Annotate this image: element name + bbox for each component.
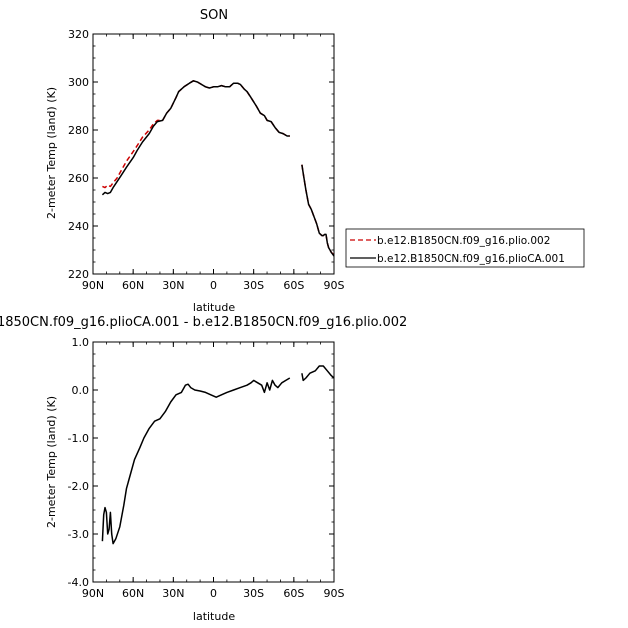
top-y-axis-label: 2-meter Temp (land) (K)	[45, 87, 58, 219]
top-y-tick-label: 260	[68, 172, 89, 185]
bottom-series-0-line-segment-0	[101, 377, 291, 545]
top-chart-title: SON	[200, 8, 228, 23]
bottom-x-tick-label: 30N	[162, 587, 184, 600]
top-x-axis-label: latitude	[193, 301, 235, 314]
bottom-x-tick-label: 60S	[283, 587, 304, 600]
legend-box	[345, 228, 585, 268]
bottom-x-tick-label: 30S	[243, 587, 264, 600]
top-plot-frame	[92, 33, 335, 275]
bottom-panel: b.e12.B1850CN.f09_g16.plioCA.001 - b.e12…	[0, 315, 407, 623]
bottom-y-tick-label: 0.0	[72, 384, 90, 397]
top-series-1-line-segment-1	[301, 164, 335, 257]
top-x-tick-label: 30N	[162, 279, 184, 292]
bottom-x-tick-label: 0	[210, 587, 217, 600]
bottom-x-axis-label: latitude	[193, 610, 235, 623]
top-x-tick-label: 90N	[82, 279, 104, 292]
bottom-y-tick-label: -3.0	[68, 528, 89, 541]
bottom-x-tick-label: 60N	[122, 587, 144, 600]
top-y-tick-label: 320	[68, 28, 89, 41]
bottom-y-tick-label: -4.0	[68, 576, 89, 589]
bottom-x-tick-label: 90S	[324, 587, 345, 600]
top-series-1-line-segment-0	[101, 80, 290, 196]
top-x-tick-label: 30S	[243, 279, 264, 292]
bottom-series-0-line-segment-1	[301, 365, 335, 382]
top-y-tick-label: 240	[68, 220, 89, 233]
top-x-tick-label: 90S	[324, 279, 345, 292]
top-y-tick-label: 280	[68, 124, 89, 137]
bottom-plot-frame	[92, 341, 335, 583]
bottom-y-axis-label: 2-meter Temp (land) (K)	[45, 396, 58, 528]
top-y-tick-label: 300	[68, 76, 89, 89]
bottom-y-tick-label: 1.0	[72, 336, 90, 349]
top-x-tick-label: 0	[210, 279, 217, 292]
bottom-chart-title: b.e12.B1850CN.f09_g16.plioCA.001 - b.e12…	[0, 315, 407, 330]
legend-label-plio-002: b.e12.B1850CN.f09_g16.plio.002	[377, 235, 550, 247]
top-x-tick-label: 60N	[122, 279, 144, 292]
top-x-tick-label: 60S	[283, 279, 304, 292]
top-panel: SON 2-meter Temp (land) (K) latitude 90N…	[45, 8, 345, 314]
bottom-y-tick-label: -2.0	[68, 480, 89, 493]
legend-label-pliocA-001: b.e12.B1850CN.f09_g16.plioCA.001	[377, 253, 565, 265]
legend: b.e12.B1850CN.f09_g16.plio.002 b.e12.B18…	[345, 228, 585, 268]
top-y-tick-label: 220	[68, 268, 89, 281]
top-series-0-line-segment-0	[102, 80, 290, 189]
bottom-x-tick-label: 90N	[82, 587, 104, 600]
bottom-y-tick-label: -1.0	[68, 432, 89, 445]
